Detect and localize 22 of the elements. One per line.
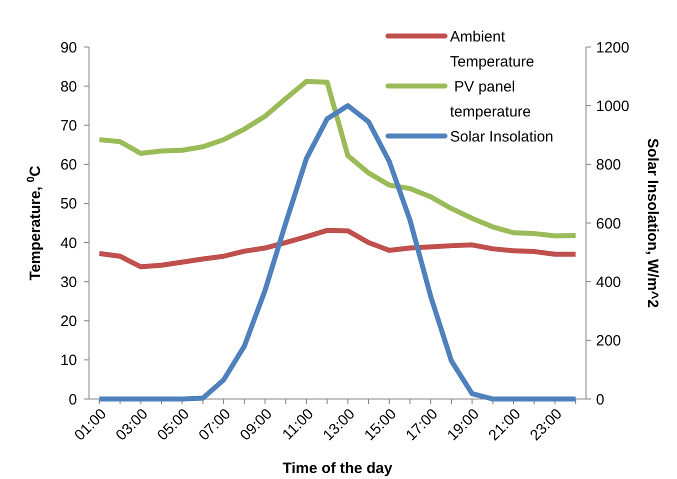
y-tick-label: 80: [60, 78, 77, 96]
y2-tick-label: 1200: [596, 39, 630, 56]
legend-label: Solar Insolation: [450, 128, 554, 146]
y2-tick-label: 400: [596, 274, 622, 291]
y2-tick-label: 800: [596, 156, 622, 174]
y-tick-label: 30: [60, 274, 77, 291]
y-tick-label: 10: [60, 352, 77, 370]
y2-tick-label: 0: [596, 391, 604, 408]
y2-axis-title: Solar Insolation, W/m^2: [644, 138, 661, 308]
legend-label: Ambient Temperature: [450, 28, 534, 70]
y-tick-label: 40: [60, 234, 77, 252]
y-tick-label: 70: [60, 117, 77, 134]
y-tick-label: 60: [60, 156, 77, 174]
y2-tick-label: 600: [596, 215, 622, 232]
y2-tick-label: 200: [596, 332, 622, 350]
legend-label: PV panel temperature: [450, 78, 531, 120]
y-tick-label: 0: [68, 391, 77, 408]
y-tick-label: 20: [60, 313, 77, 330]
y-tick-label: 90: [60, 39, 77, 56]
y-tick-label: 50: [60, 196, 77, 213]
y2-tick-label: 1000: [596, 98, 630, 115]
x-axis-title: Time of the day: [282, 460, 394, 477]
